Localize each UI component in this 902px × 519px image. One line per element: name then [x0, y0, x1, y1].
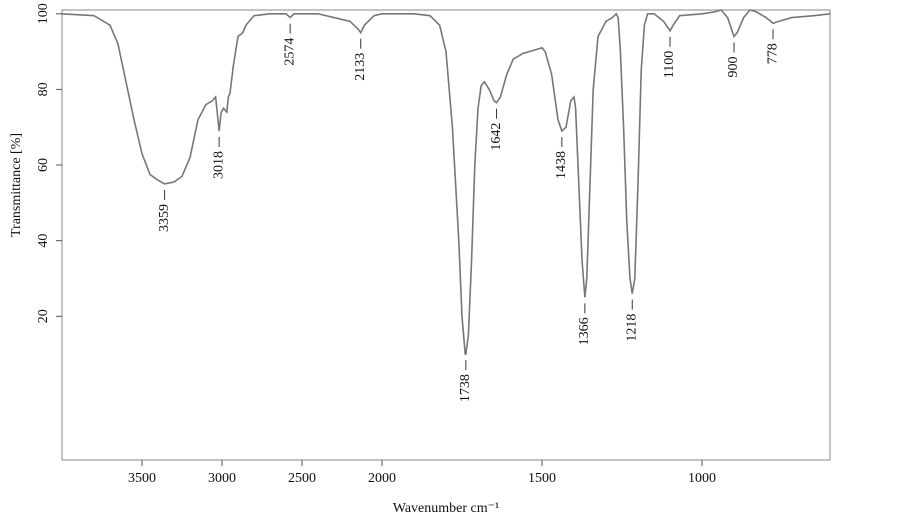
x-tick-label: 1500 [528, 471, 556, 486]
x-tick-label: 3500 [128, 471, 156, 486]
peak-label: 778 [765, 43, 780, 64]
x-tick-label: 1000 [688, 471, 716, 486]
y-tick-label: 80 [36, 82, 51, 96]
x-tick-label: 2500 [288, 471, 316, 486]
peak-label: 1366 [577, 317, 592, 345]
peak-label: 2133 [353, 53, 368, 81]
y-tick-label: 20 [36, 309, 51, 323]
peak-label: 3359 [157, 204, 172, 232]
y-tick-label: 40 [36, 234, 51, 248]
peak-label: 1642 [489, 123, 504, 151]
y-tick-label: 100 [36, 3, 51, 24]
x-axis-label: Wavenumber cm⁻¹ [393, 501, 499, 516]
x-tick-label: 3000 [208, 471, 236, 486]
peak-label: 2574 [282, 38, 297, 66]
y-tick-label: 60 [36, 158, 51, 172]
peak-label: 1218 [624, 314, 639, 342]
peak-label: 900 [726, 56, 741, 77]
peak-label: 1438 [554, 151, 569, 179]
plot-frame [61, 9, 831, 461]
spectrum-line [61, 9, 831, 355]
x-tick-label: 2000 [368, 471, 396, 486]
peak-label: 1738 [458, 374, 473, 402]
y-axis-label: Transmittance [%] [9, 133, 24, 237]
peak-label: 1100 [662, 51, 677, 78]
peak-label: 3018 [211, 151, 226, 179]
